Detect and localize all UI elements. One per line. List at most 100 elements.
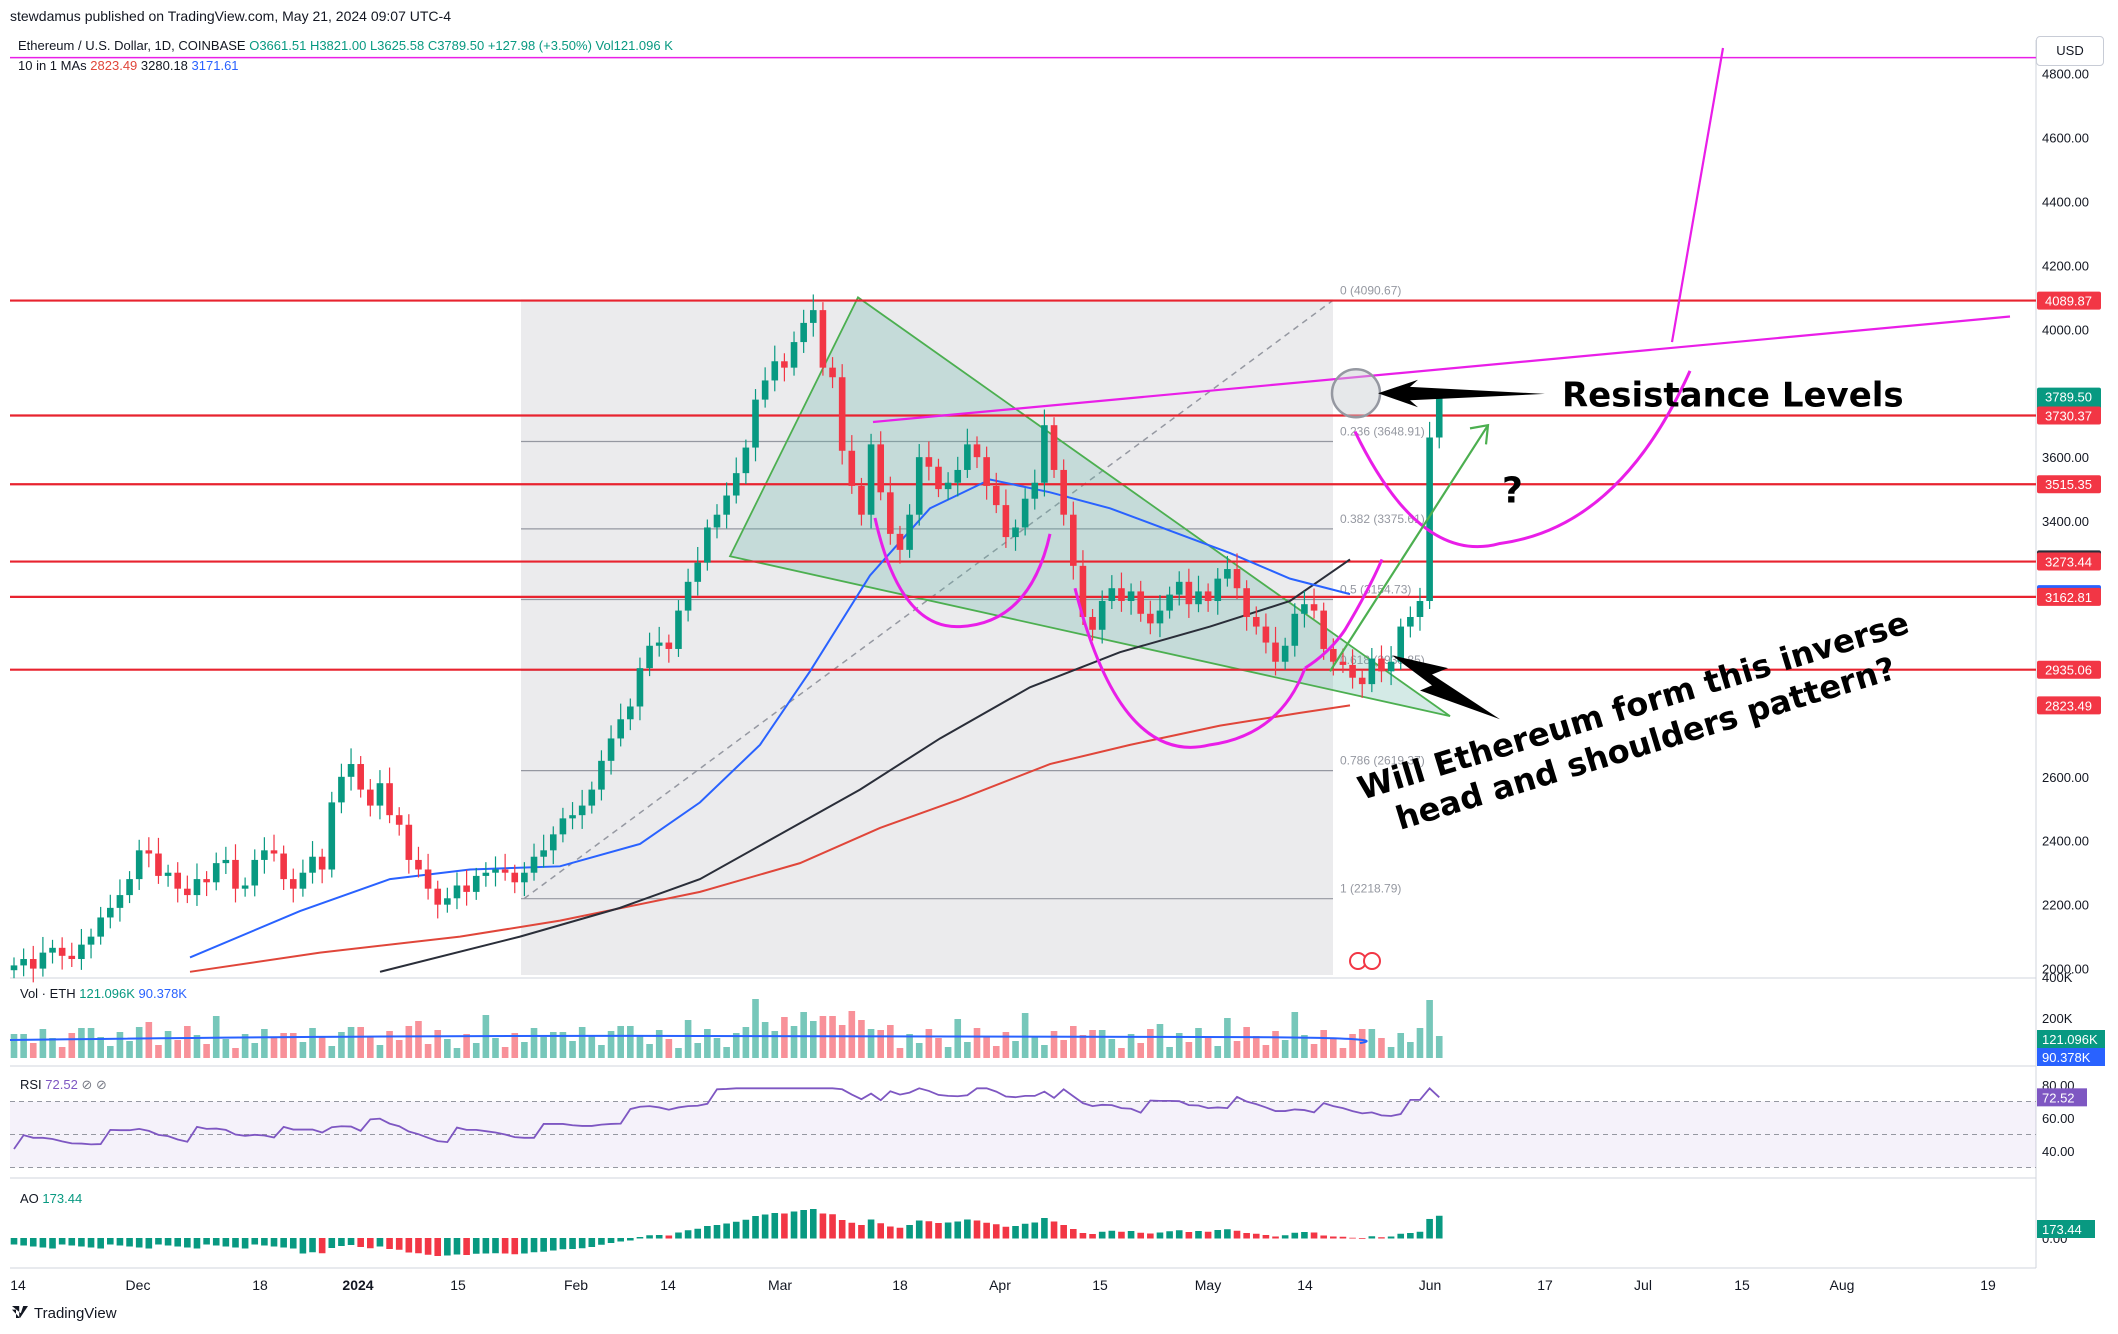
ao-bar: [607, 1238, 615, 1243]
volume-bar: [906, 1034, 913, 1058]
volume-bar: [1349, 1034, 1356, 1058]
volume-bar: [338, 1032, 345, 1058]
candle-body: [607, 738, 615, 761]
candle-body: [569, 815, 576, 819]
volume-bar: [415, 1021, 422, 1058]
x-tick-label: Mar: [768, 1277, 792, 1293]
x-tick-label: 15: [450, 1277, 466, 1293]
volume-bar: [155, 1045, 162, 1058]
candle-body: [1002, 505, 1010, 538]
candle-body: [1262, 626, 1270, 643]
volume-bar: [704, 1029, 711, 1058]
ao-bar: [97, 1238, 104, 1249]
candle-body: [1108, 588, 1116, 602]
volume-ma-line: [9, 1034, 1368, 1044]
volume-bar: [1416, 1028, 1424, 1058]
price-tag-label: 3273.44: [2045, 555, 2092, 570]
candle-body: [521, 872, 528, 883]
candle-body: [530, 856, 538, 873]
ao-bar: [771, 1213, 779, 1239]
fib-level-label: 0.5 (3154.73): [1340, 582, 1411, 596]
volume-ma-tag: [2037, 1048, 2105, 1066]
candle-body: [155, 853, 162, 876]
volume-bar: [1050, 1031, 1058, 1058]
volume-bar: [492, 1038, 499, 1058]
candle-body: [87, 936, 95, 945]
ao-bar: [646, 1235, 653, 1239]
fib-level-label: 1 (2218.79): [1340, 882, 1401, 896]
ma-50-line: [189, 478, 1351, 959]
candle-body: [347, 764, 355, 777]
candle-body: [983, 457, 990, 486]
ao-bar: [848, 1222, 856, 1239]
volume-bar: [838, 1025, 846, 1058]
volume-bar: [867, 1029, 875, 1058]
currency-button[interactable]: USD: [2036, 36, 2104, 66]
tradingview-brand[interactable]: TradingView: [12, 1305, 117, 1322]
volume-bar: [386, 1031, 393, 1058]
volume-bar: [299, 1042, 307, 1058]
volume-bar: [424, 1044, 432, 1058]
candle-body: [299, 872, 307, 889]
ao-bar: [829, 1214, 836, 1239]
ao-bar: [58, 1238, 66, 1245]
candle-body: [800, 322, 807, 343]
ao-bar: [578, 1238, 586, 1249]
ma-50-value: 3171.61: [191, 58, 239, 73]
ao-bar: [482, 1238, 490, 1254]
volume-bar: [781, 1017, 788, 1058]
volume-bar: [1339, 1048, 1347, 1058]
candle-body: [222, 859, 230, 864]
volume-bar: [809, 1021, 817, 1058]
candle-body: [858, 485, 865, 515]
candle-body: [318, 856, 326, 870]
candle-body: [665, 642, 673, 649]
volume-bar: [1320, 1030, 1327, 1058]
volume-bar: [97, 1037, 104, 1058]
candle-body: [511, 872, 519, 883]
event-flag-icon: [1363, 952, 1381, 970]
ao-bar: [935, 1223, 942, 1239]
rsi-tag-label: 72.52: [2042, 1090, 2075, 1105]
candle-body: [887, 492, 894, 534]
volume-bar: [1079, 1035, 1087, 1058]
candle-body: [1224, 569, 1231, 579]
ao-bar: [357, 1238, 364, 1247]
candle-body: [578, 805, 586, 816]
ao-bar: [1195, 1231, 1202, 1239]
ao-bar: [1108, 1230, 1116, 1239]
x-tick-label: Jul: [1634, 1277, 1652, 1293]
volume-bar: [289, 1033, 297, 1058]
fib-level-label: 0.236 (3648.91): [1340, 425, 1425, 439]
candle-body: [954, 469, 962, 483]
ao-bar: [732, 1221, 740, 1239]
ao-bar: [636, 1237, 644, 1239]
rsi-tag: [2037, 1088, 2087, 1107]
ao-bar: [906, 1225, 913, 1239]
ao-bar: [790, 1211, 798, 1239]
volume-bar: [251, 1043, 259, 1058]
candle-body: [1185, 581, 1193, 605]
volume-bar: [1185, 1042, 1193, 1058]
ma-legend[interactable]: 10 in 1 MAs 2823.49 3280.18 3171.61: [18, 58, 239, 73]
volume-bar: [925, 1029, 933, 1058]
volume-bar: [1021, 1013, 1029, 1058]
ao-bar: [472, 1238, 480, 1254]
candle-body: [415, 859, 422, 870]
candle-body: [1070, 514, 1077, 566]
volume-bar: [174, 1040, 182, 1058]
volume-bar: [309, 1028, 316, 1058]
ao-bar: [1301, 1232, 1308, 1239]
candle-body: [1301, 604, 1308, 614]
ao-bar: [1175, 1230, 1183, 1239]
symbol-legend: Ethereum / U.S. Dollar, 1D, COINBASE O36…: [18, 38, 673, 53]
volume-bar: [463, 1034, 470, 1058]
volume-bar: [569, 1041, 576, 1058]
ao-bar: [126, 1238, 133, 1247]
x-tick-label: Aug: [1830, 1277, 1855, 1293]
volume-bar: [954, 1019, 962, 1058]
volume-bar: [684, 1020, 692, 1058]
candle-body: [1166, 594, 1173, 611]
ao-bar: [453, 1238, 461, 1255]
